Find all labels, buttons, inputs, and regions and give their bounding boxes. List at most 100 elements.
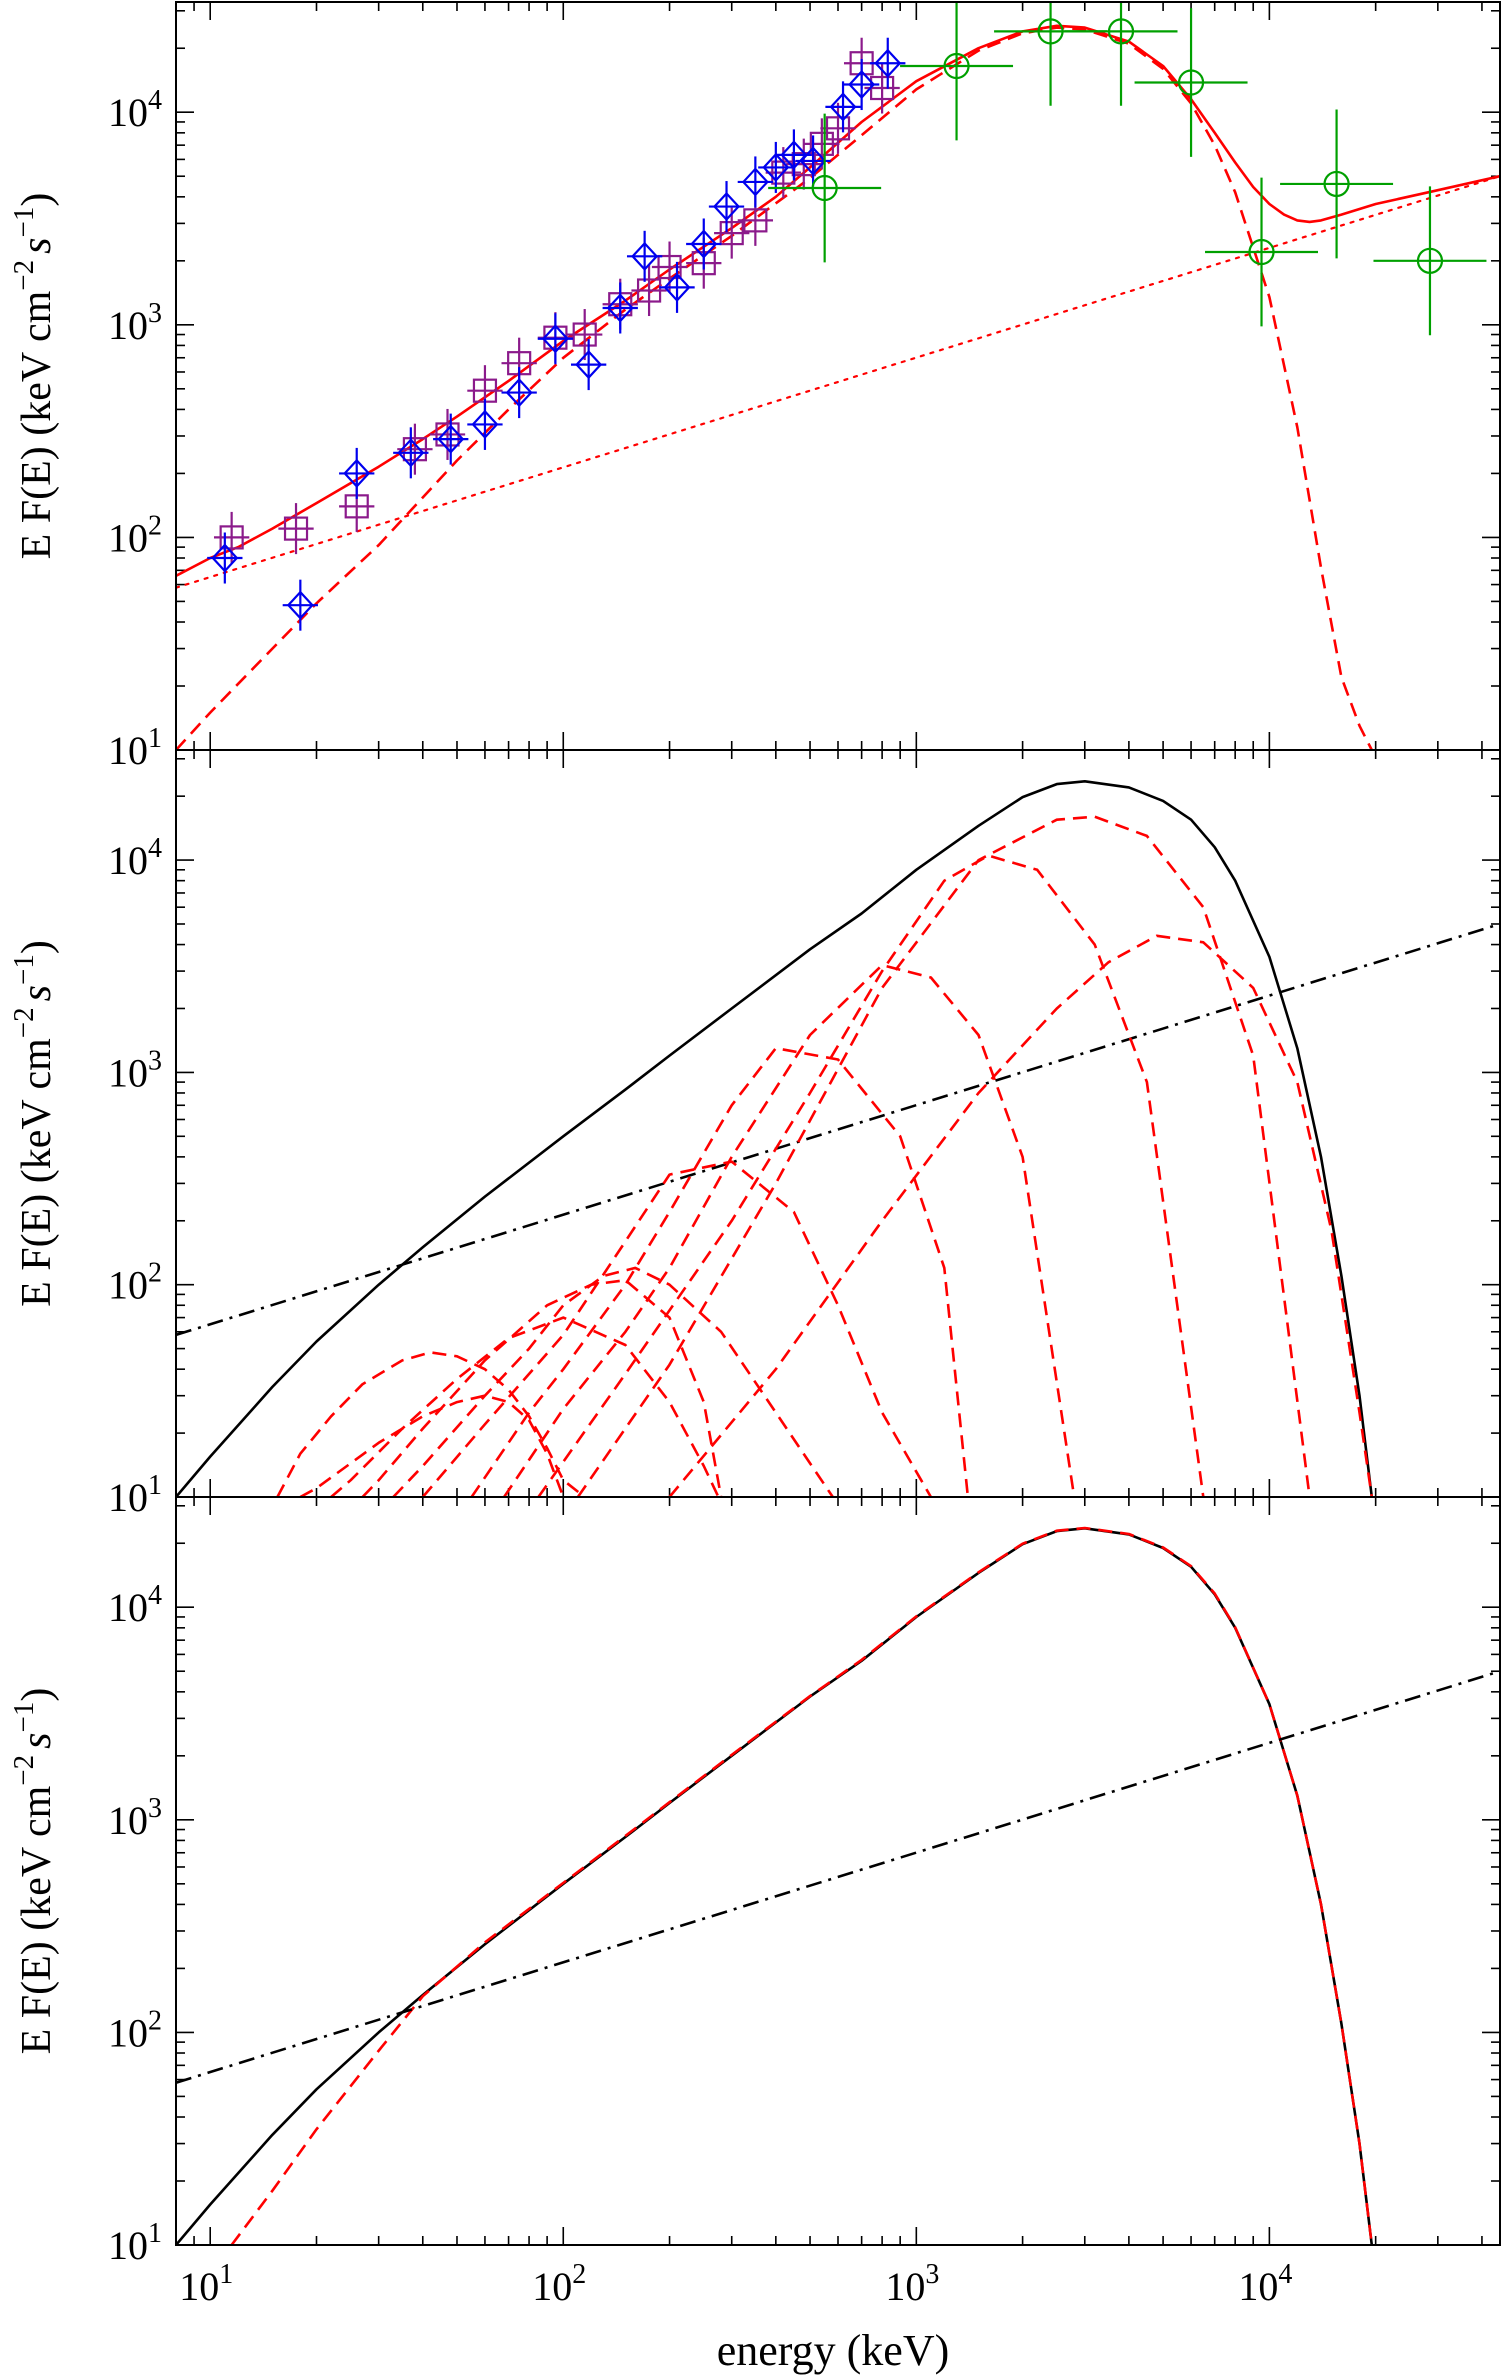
- series-component-6: [421, 1160, 933, 1497]
- data-points-blue: [207, 37, 906, 631]
- x-tick-label: 101: [179, 2259, 233, 2309]
- panel-top: 101 102 103 104 E F(E) (keV cm−2s−1): [8, 1, 1501, 773]
- data-point: [278, 503, 314, 555]
- axis-ticks-middle: [175, 750, 1500, 1498]
- y-axis-label: E F(E) (keV cm−2s−1): [8, 193, 60, 560]
- diamond-marker: [286, 590, 314, 620]
- circle-marker: [1323, 170, 1350, 198]
- data-point: [1205, 177, 1319, 327]
- x-tick-labels: 101 102 103 104: [179, 2259, 1292, 2309]
- data-point: [651, 241, 688, 293]
- data-point: [758, 141, 794, 193]
- square-marker: [219, 525, 244, 550]
- plot-area-bottom: [176, 1526, 1500, 2245]
- circle-marker: [943, 52, 970, 80]
- y-tick-label: 103: [108, 1793, 162, 1843]
- data-point: [1373, 186, 1487, 336]
- data-point: [768, 113, 882, 263]
- square-marker: [743, 208, 768, 233]
- data-point: [994, 2, 1108, 106]
- y-axis-label: E F(E) (keV cm−2s−1): [8, 940, 60, 1307]
- square-marker: [719, 221, 744, 246]
- data-point: [339, 447, 375, 499]
- data-point: [537, 313, 574, 365]
- series-component-9: [537, 854, 1205, 1497]
- data-point: [1134, 8, 1248, 157]
- diamond-marker: [848, 69, 876, 100]
- diamond-marker: [343, 458, 371, 489]
- series-power-law: [176, 175, 1500, 589]
- series-component-2: [299, 1394, 565, 1497]
- square-marker: [572, 322, 597, 347]
- data-point: [567, 309, 603, 361]
- data-point: [467, 398, 503, 450]
- data-point: [433, 413, 469, 465]
- data-point: [737, 156, 774, 208]
- series-component-1: [276, 1351, 586, 1497]
- y-axis-label: E F(E) (keV cm−2s−1): [8, 1688, 60, 2055]
- axis-ticks-bottom: [175, 1497, 1500, 2246]
- square-marker: [809, 131, 834, 156]
- data-point: [1064, 2, 1178, 106]
- circle-marker: [1248, 238, 1275, 266]
- square-marker: [825, 116, 851, 141]
- diamond-marker: [606, 293, 634, 323]
- circle-marker: [1107, 18, 1135, 45]
- diamond-marker: [874, 48, 902, 78]
- series-total-model: [176, 24, 1500, 577]
- diamond-marker: [780, 140, 808, 170]
- diamond-marker: [663, 272, 691, 303]
- diamond-marker: [211, 543, 239, 573]
- data-point: [686, 218, 722, 270]
- series-component-10: [576, 815, 1311, 1497]
- diamond-marker: [631, 241, 659, 271]
- y-tick-label: 104: [108, 833, 162, 883]
- diamond-marker: [741, 167, 769, 197]
- diamond-marker: [799, 146, 827, 176]
- y-tick-label: 104: [108, 1580, 162, 1630]
- y-tick-label: 102: [108, 510, 162, 560]
- data-point: [870, 37, 906, 89]
- y-tick-label: 103: [108, 298, 162, 348]
- y-tick-label: 103: [108, 1045, 162, 1095]
- x-tick-label: 104: [1238, 2259, 1292, 2309]
- series-component-4: [361, 1278, 723, 1497]
- diamond-marker: [829, 92, 857, 122]
- diamond-marker: [690, 229, 718, 259]
- data-point: [282, 579, 318, 631]
- data-point: [825, 81, 861, 133]
- data-point: [602, 282, 638, 334]
- series-component-8: [503, 963, 1076, 1497]
- circle-marker: [811, 174, 838, 202]
- series-power-law: [176, 1669, 1500, 2084]
- x-axis-label: energy (keV): [717, 2326, 950, 2375]
- diamond-marker: [713, 191, 741, 222]
- series-power-law: [176, 922, 1500, 1337]
- y-tick-label: 101: [108, 723, 162, 773]
- circle-marker: [1037, 18, 1064, 45]
- square-marker: [657, 254, 682, 280]
- x-tick-label: 102: [532, 2259, 586, 2309]
- panel-middle: 101 102 103 104 E F(E) (keV cm−2s−1): [8, 749, 1501, 1520]
- diamond-marker: [397, 438, 425, 468]
- diamond-marker: [505, 377, 533, 408]
- data-point: [659, 261, 695, 313]
- y-tick-label: 104: [108, 85, 162, 135]
- diamond-marker: [575, 349, 603, 380]
- data-point: [207, 532, 243, 584]
- diamond-marker: [762, 152, 790, 183]
- diamond-marker: [437, 424, 465, 454]
- square-marker: [283, 516, 309, 541]
- diamond-marker: [471, 409, 499, 440]
- data-points-purple: [213, 37, 900, 563]
- x-tick-label: 103: [885, 2259, 939, 2309]
- y-tick-label: 101: [108, 1470, 162, 1520]
- y-tick-label: 102: [108, 1258, 162, 1308]
- data-point: [501, 367, 537, 419]
- data-point: [820, 102, 856, 154]
- plot-area-middle: [176, 780, 1500, 1497]
- data-point: [393, 427, 429, 479]
- series-total: [176, 780, 1374, 1497]
- panel-bottom: 101 102 103 104 E F(E) (keV cm−2s−1): [8, 1496, 1501, 2268]
- data-point: [843, 59, 880, 111]
